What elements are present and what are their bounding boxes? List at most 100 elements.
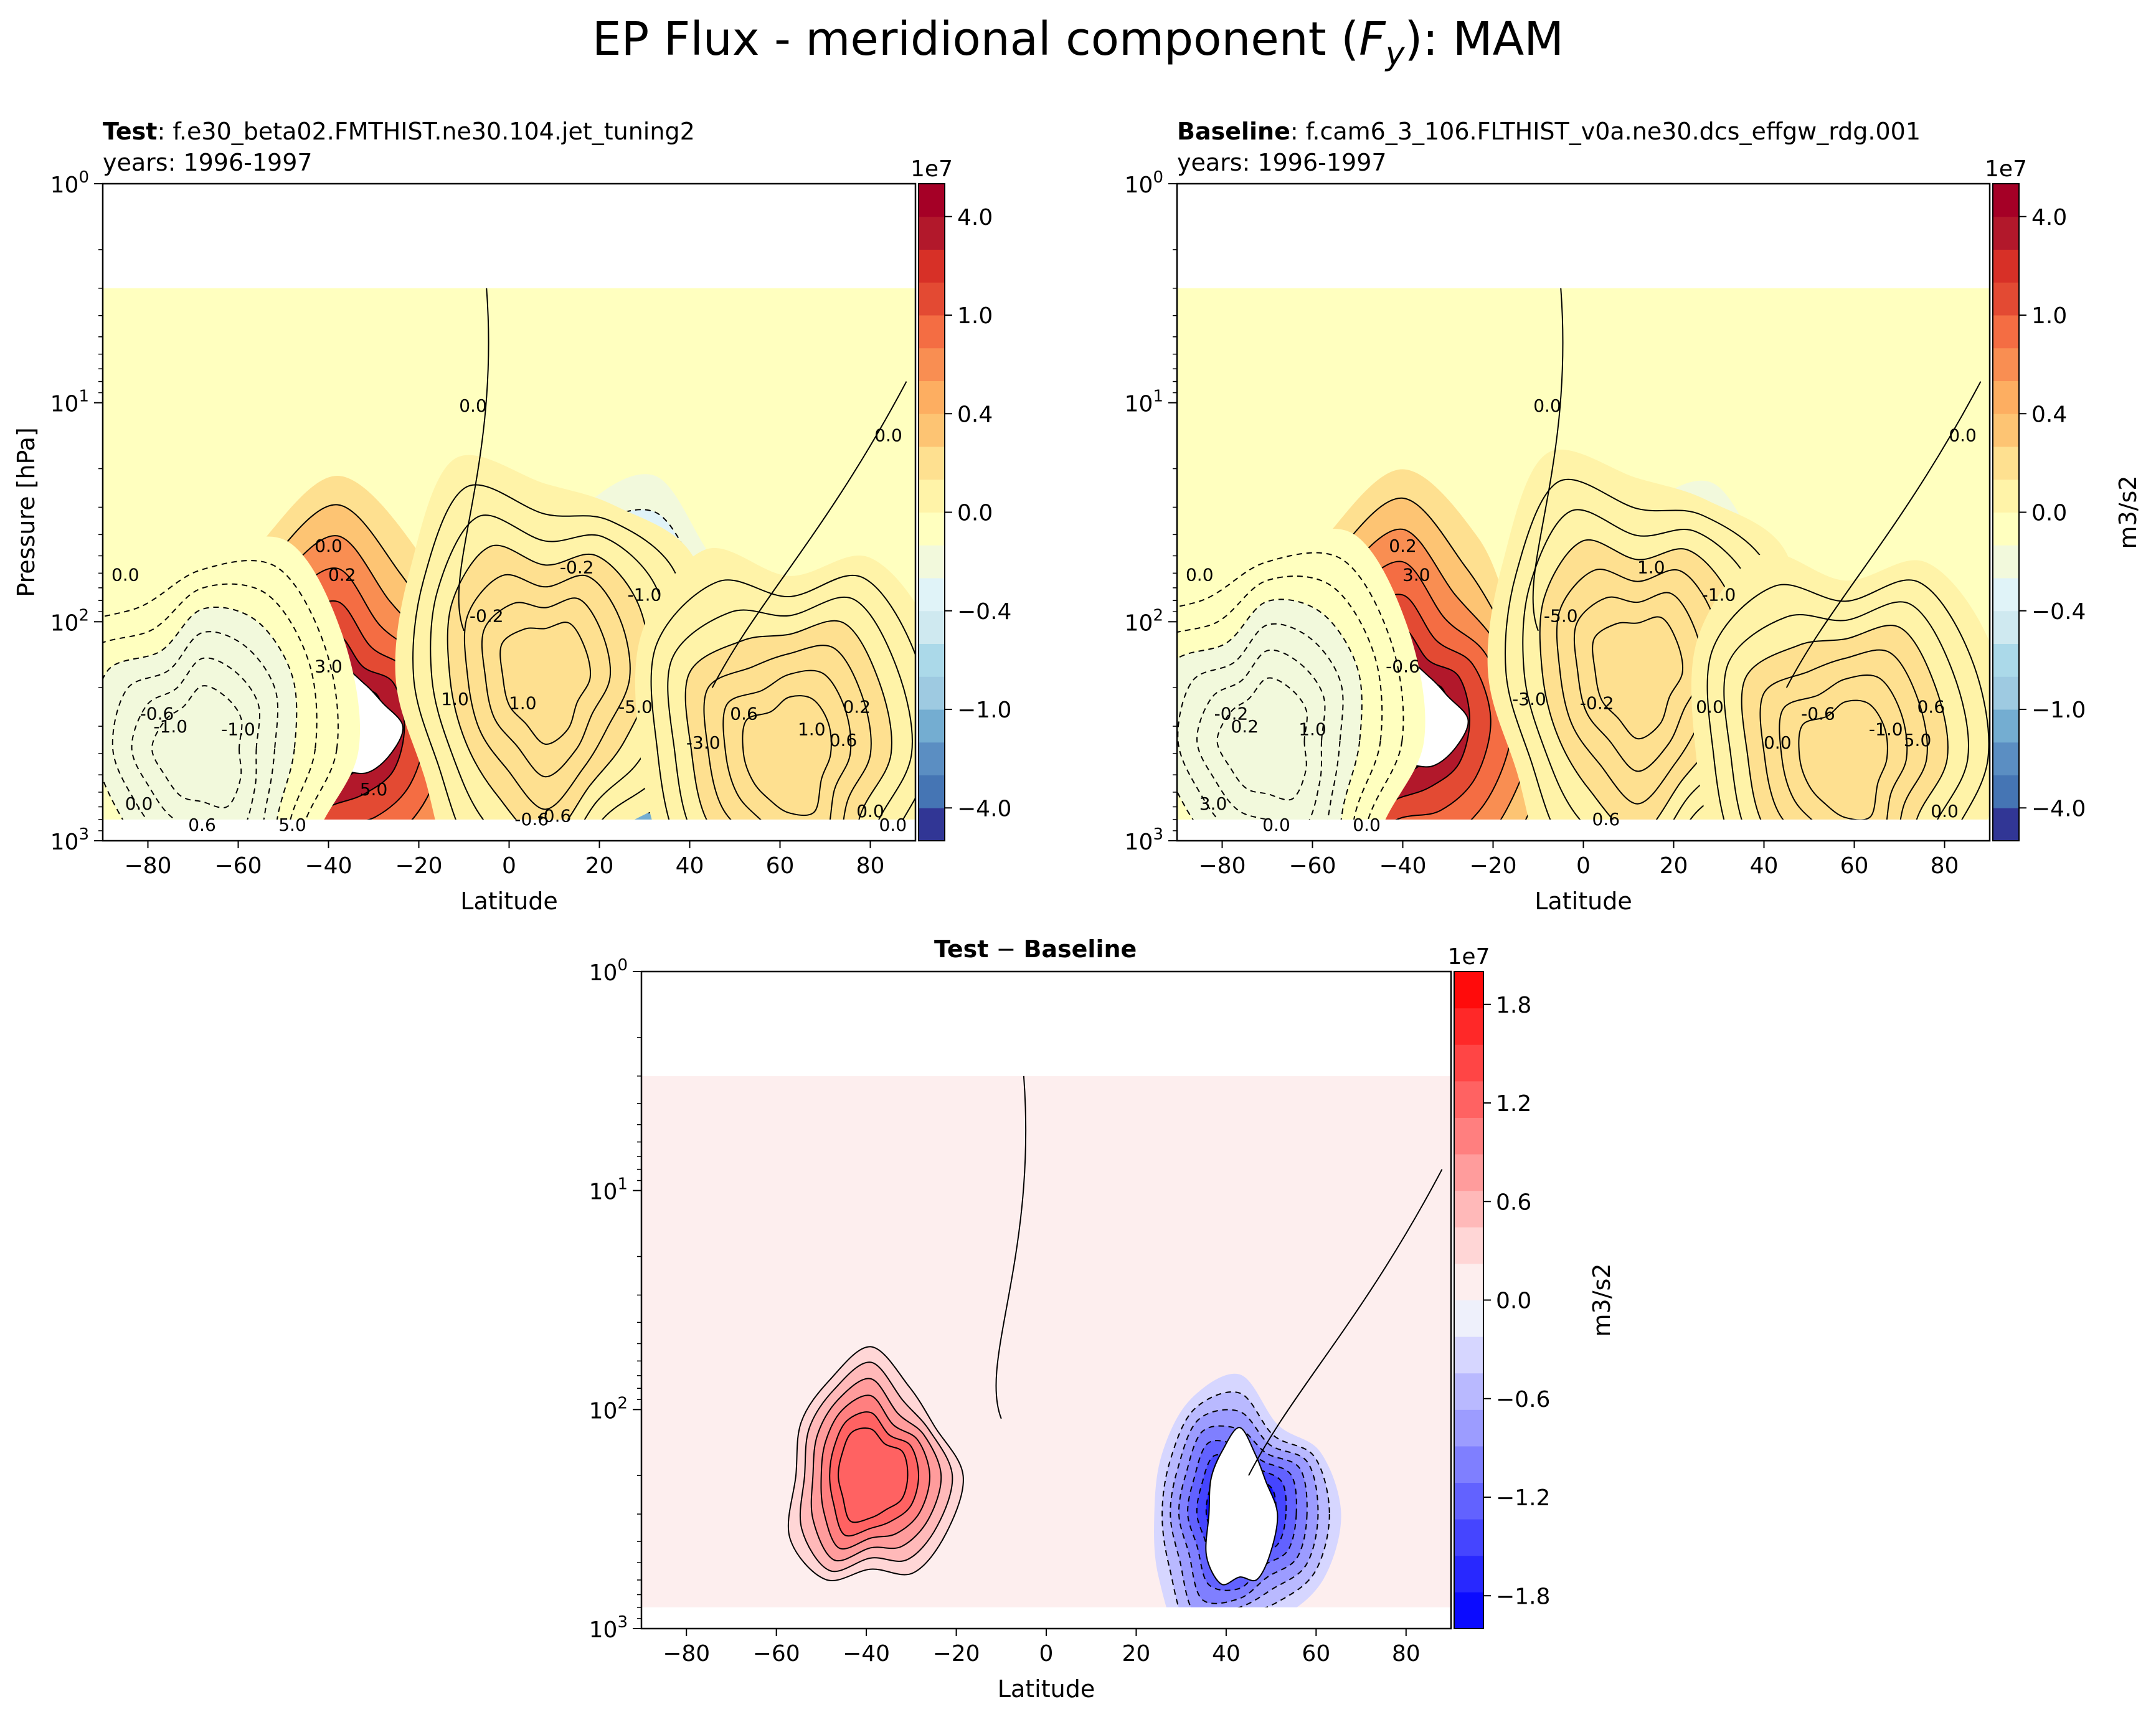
contour-label: -0.6 (1386, 656, 1420, 676)
contour-label: 0.6 (1592, 809, 1620, 830)
colorbar-swatch (1993, 676, 2019, 710)
polar-north-positive-level-6 (742, 695, 832, 816)
colorbar-swatch (1993, 315, 2019, 349)
contour-label: 0.2 (328, 565, 356, 585)
colorbar-swatch (1993, 742, 2019, 775)
colorbar-tick-label: −0.4 (957, 599, 1011, 625)
colorbar-swatch (1454, 1008, 1483, 1045)
colorbar-swatch (919, 709, 945, 743)
y-tick-label: 103 (1125, 825, 1163, 855)
contour-label: -5.0 (1544, 605, 1578, 626)
colorbar-swatch (1454, 1519, 1483, 1556)
x-tick-label: −40 (1379, 853, 1427, 879)
baseline-years: years: 1996-1997 (1177, 149, 1387, 176)
contour-label: -3.0 (686, 732, 721, 753)
x-axis-label: Latitude (998, 1675, 1095, 1703)
x-axis-label: Latitude (460, 887, 557, 915)
figure-title: EP Flux - meridional component (Fy): MAM (592, 12, 1564, 73)
colorbar-tick-label: 4.0 (957, 205, 993, 230)
south-polar-negative-level-6 (151, 685, 243, 808)
contour-label: 0.0 (856, 801, 884, 821)
colorbar-tick-label: 1.0 (2031, 303, 2067, 329)
colorbar-tick-label: 0.0 (957, 501, 993, 526)
colorbar-swatch (1993, 216, 2019, 250)
colorbar-swatch (1454, 1263, 1483, 1300)
colorbar-swatch (919, 643, 945, 677)
x-tick-label: 60 (1840, 853, 1869, 879)
colorbar-unit: m3/s2 (1588, 1264, 1615, 1337)
y-tick-label: 101 (50, 387, 89, 417)
x-tick-label: −60 (215, 853, 262, 879)
contour-label: 0.6 (1917, 696, 1945, 717)
x-tick-label: −20 (1470, 853, 1517, 879)
plot-area-2 (641, 1076, 1451, 1629)
colorbar-tick-label: 1.2 (1496, 1091, 1531, 1117)
colorbar-swatch (1993, 709, 2019, 743)
colorbar-swatch (1993, 808, 2019, 841)
x-tick-label: −80 (663, 1641, 710, 1667)
contour-label: 0.6 (188, 815, 216, 835)
colorbar-tick-label: −0.6 (1496, 1387, 1550, 1412)
x-tick-label: 60 (766, 853, 795, 879)
colorbar-tick-label: 1.0 (957, 303, 993, 329)
colorbar-tick-label: −4.0 (2031, 796, 2086, 821)
colorbar-swatch (1454, 1154, 1483, 1191)
colorbar-swatch (1993, 381, 2019, 414)
colorbar-tick-label: 1.8 (1496, 993, 1531, 1018)
diff-panel-title: Test − Baseline (934, 935, 1137, 963)
contour-label: 0.0 (1949, 425, 1977, 446)
contour-label: 1.0 (1637, 557, 1665, 577)
contour-label: -5.0 (618, 696, 653, 717)
colorbar-tick-label: −1.0 (2031, 698, 2086, 723)
north-contour-line (711, 381, 907, 688)
contour-label: 0.0 (1696, 696, 1724, 717)
colorbar-swatch (919, 216, 945, 250)
contour-label: -1.0 (153, 716, 187, 737)
contour-label: -0.6 (537, 806, 572, 826)
contour-label: 0.0 (1353, 815, 1381, 835)
colorbar-swatch (1993, 775, 2019, 808)
contour-label: 0.2 (1231, 716, 1259, 737)
contour-label: 0.0 (879, 815, 907, 835)
colorbar-swatch (1454, 1117, 1483, 1155)
contour-label: 0.0 (125, 793, 153, 814)
x-tick-label: −40 (305, 853, 352, 879)
colorbar-tick-label: 4.0 (2031, 205, 2067, 230)
x-tick-label: 80 (1392, 1641, 1421, 1667)
contour-label: 0.2 (843, 696, 871, 717)
colorbar-swatch (919, 348, 945, 381)
colorbar-swatch (1454, 1190, 1483, 1228)
zero-contour-line (458, 288, 489, 632)
contour-label: 5.0 (360, 779, 388, 800)
colorbar-swatch (919, 808, 945, 841)
colorbar-swatch (1454, 1445, 1483, 1483)
contour-label: -1.0 (221, 719, 255, 740)
contour-label: -0.2 (470, 605, 504, 626)
colorbar-swatch (919, 479, 945, 513)
baseline-label: Baseline (1177, 118, 1290, 145)
x-tick-label: −40 (843, 1641, 890, 1667)
contour-label: 3.0 (314, 656, 343, 676)
colorbar-swatch (1454, 972, 1483, 1009)
contour-label: 3.0 (1402, 565, 1430, 585)
x-tick-label: 80 (856, 853, 885, 879)
colorbar-scale: 1e7 (910, 156, 953, 182)
test-case-name: : f.e30_beta02.FMTHIST.ne30.104.jet_tuni… (157, 118, 695, 145)
north-contour-line (1248, 1169, 1443, 1476)
contour-label: 0.6 (730, 704, 758, 724)
contour-label: 0.0 (459, 395, 487, 416)
contour-label: 1.0 (1298, 719, 1326, 740)
contour-label: 1.0 (509, 693, 537, 713)
contour-label: 0.0 (1931, 801, 1959, 821)
colorbar-swatch (1993, 282, 2019, 316)
zero-contour-line (1532, 288, 1564, 632)
contour-label: 0.0 (1186, 565, 1214, 585)
contour-label: -1.0 (1702, 584, 1736, 605)
colorbar-swatch (1454, 1592, 1483, 1629)
x-tick-label: 80 (1931, 853, 1959, 879)
panel-1: 0.00.00.00.23.0-0.61.0-1.0-5.0-3.0 -0.20.… (1125, 156, 2142, 915)
y-tick-label: 100 (1125, 168, 1163, 198)
